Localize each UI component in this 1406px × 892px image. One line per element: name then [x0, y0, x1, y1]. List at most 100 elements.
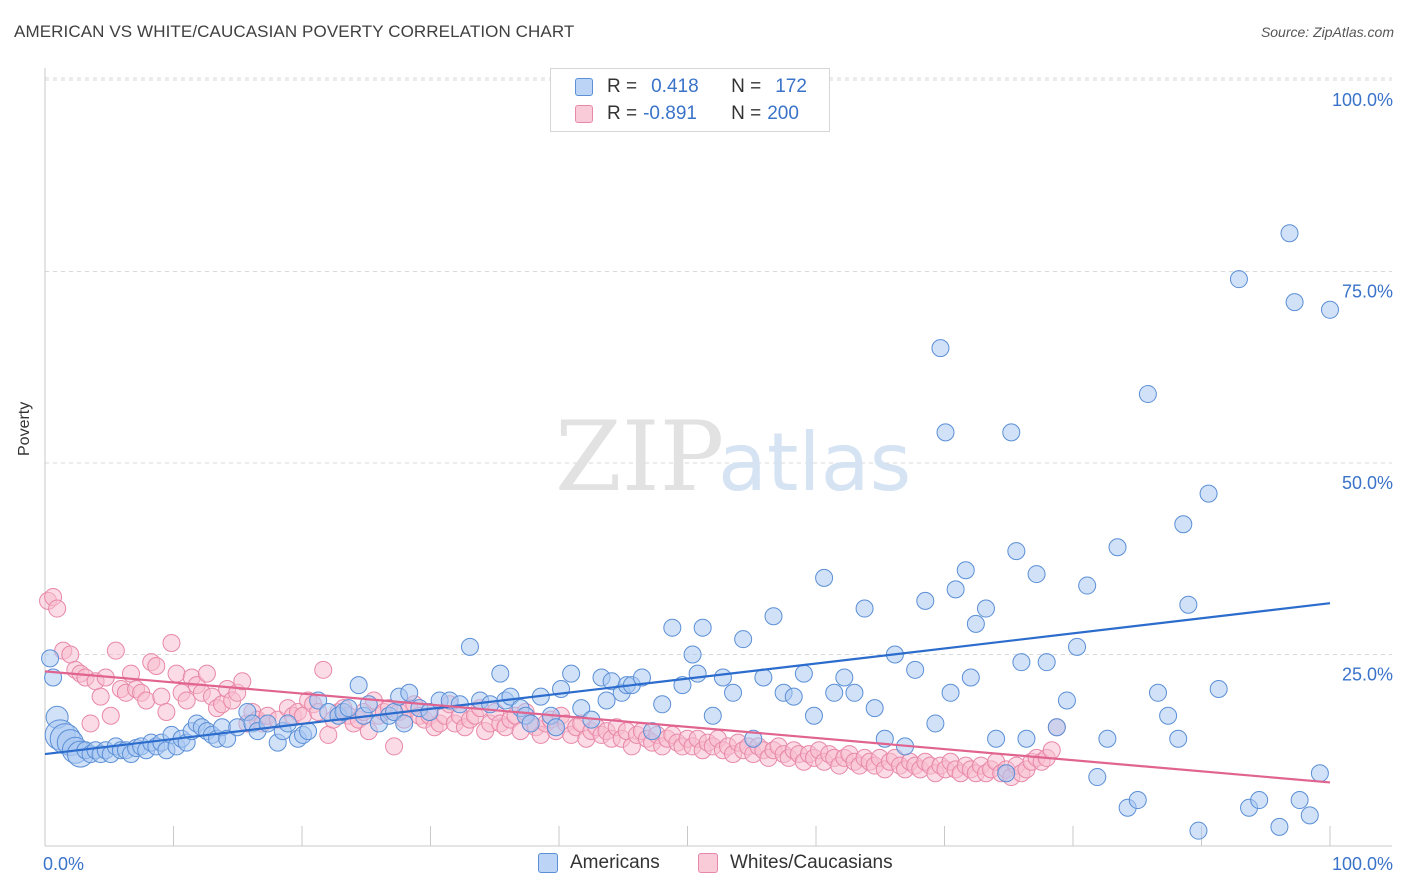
data-point [1321, 300, 1339, 319]
data-point [1098, 729, 1117, 748]
data-point [521, 714, 540, 733]
data-point [794, 664, 813, 683]
legend-swatch-whites [575, 105, 593, 123]
grid-lines [45, 77, 1392, 655]
data-point [1290, 791, 1309, 810]
data-point [395, 714, 414, 733]
y-tick-label: 25.0% [1342, 665, 1393, 685]
data-point [1027, 565, 1046, 584]
data-point [961, 668, 980, 687]
legend-r-value: 0.418 [651, 76, 699, 97]
data-point [1128, 791, 1147, 810]
data-point [162, 634, 181, 653]
axes [44, 68, 1392, 847]
data-point [1012, 653, 1031, 672]
data-point [1148, 683, 1167, 702]
legend-n-label: N = [731, 76, 762, 97]
data-point [734, 630, 753, 649]
data-point [1007, 542, 1026, 561]
data-point [713, 668, 732, 687]
data-point [1108, 538, 1127, 557]
data-point [1068, 637, 1087, 656]
data-point [1169, 729, 1188, 748]
bottom-legend-americans: Americans [538, 852, 660, 874]
data-point [976, 599, 995, 618]
data-point [683, 645, 702, 664]
data-point [61, 645, 80, 664]
data-point [1159, 706, 1178, 725]
data-point [845, 683, 864, 702]
data-point [460, 637, 479, 656]
data-point [956, 561, 975, 580]
legend-row-whites: R = -0.891 N = 200 [575, 103, 799, 125]
data-point [835, 668, 854, 687]
x-tick-label-max: 100.0% [1332, 854, 1393, 874]
data-point [106, 641, 125, 660]
data-point [815, 568, 834, 587]
data-point [688, 664, 707, 683]
data-point [157, 702, 176, 721]
watermark-atlas: atlas [718, 416, 911, 509]
data-point [314, 660, 333, 679]
data-point [946, 580, 965, 599]
data-point [491, 664, 510, 683]
legend-n-value: 200 [767, 103, 799, 124]
bottom-legend-label-whites: Whites/Caucasians [730, 852, 893, 873]
data-point [81, 714, 100, 733]
data-point [1017, 729, 1036, 748]
data-point [643, 722, 662, 741]
data-point [197, 664, 216, 683]
data-point [1047, 718, 1066, 737]
y-tick-label: 75.0% [1342, 282, 1393, 302]
data-point [1179, 595, 1198, 614]
data-point [987, 729, 1006, 748]
legend-r-label: R = [607, 76, 638, 97]
data-point [41, 649, 60, 668]
data-point [1174, 515, 1193, 534]
data-point [1199, 484, 1218, 503]
data-point [1057, 691, 1076, 710]
data-point [632, 668, 651, 687]
data-point [764, 607, 783, 626]
data-point [278, 714, 297, 733]
data-point [1088, 768, 1107, 787]
data-point [1209, 679, 1228, 698]
y-tick-label: 100.0% [1332, 90, 1393, 110]
legend-row-americans: R = 0.418 N = 172 [575, 76, 807, 98]
watermark-zip: ZIP [555, 401, 724, 513]
bottom-legend-swatch-americans [538, 853, 558, 873]
data-point [385, 737, 404, 756]
data-point [754, 668, 773, 687]
data-point [152, 687, 171, 706]
data-point [693, 618, 712, 637]
correlation-legend: R = 0.418 N = 172 R = -0.891 N = 200 [550, 68, 830, 132]
trend-lines [44, 602, 1331, 784]
data-point [1280, 224, 1299, 243]
data-point [233, 672, 252, 691]
data-point [1037, 653, 1056, 672]
data-point [653, 695, 672, 714]
data-point [724, 683, 743, 702]
data-point [218, 729, 237, 748]
data-point [865, 699, 884, 718]
data-point [855, 599, 874, 618]
data-point [966, 614, 985, 633]
data-point [673, 676, 692, 695]
data-point [597, 691, 616, 710]
data-point [147, 656, 166, 675]
data-point [1270, 817, 1289, 836]
data-point [546, 718, 565, 737]
data-point [1189, 821, 1208, 840]
data-point [1002, 423, 1021, 442]
data-point [1310, 764, 1329, 783]
data-point [663, 618, 682, 637]
data-point [1300, 806, 1319, 825]
legend-swatch-americans [575, 78, 593, 96]
trend-line-whites [44, 670, 1331, 784]
bottom-legend-swatch-whites [698, 853, 718, 873]
data-point [744, 729, 763, 748]
chart-title: AMERICAN VS WHITE/CAUCASIAN POVERTY CORR… [14, 22, 575, 41]
source-label: Source: ZipAtlas.com [1260, 24, 1394, 40]
data-point [339, 699, 358, 718]
